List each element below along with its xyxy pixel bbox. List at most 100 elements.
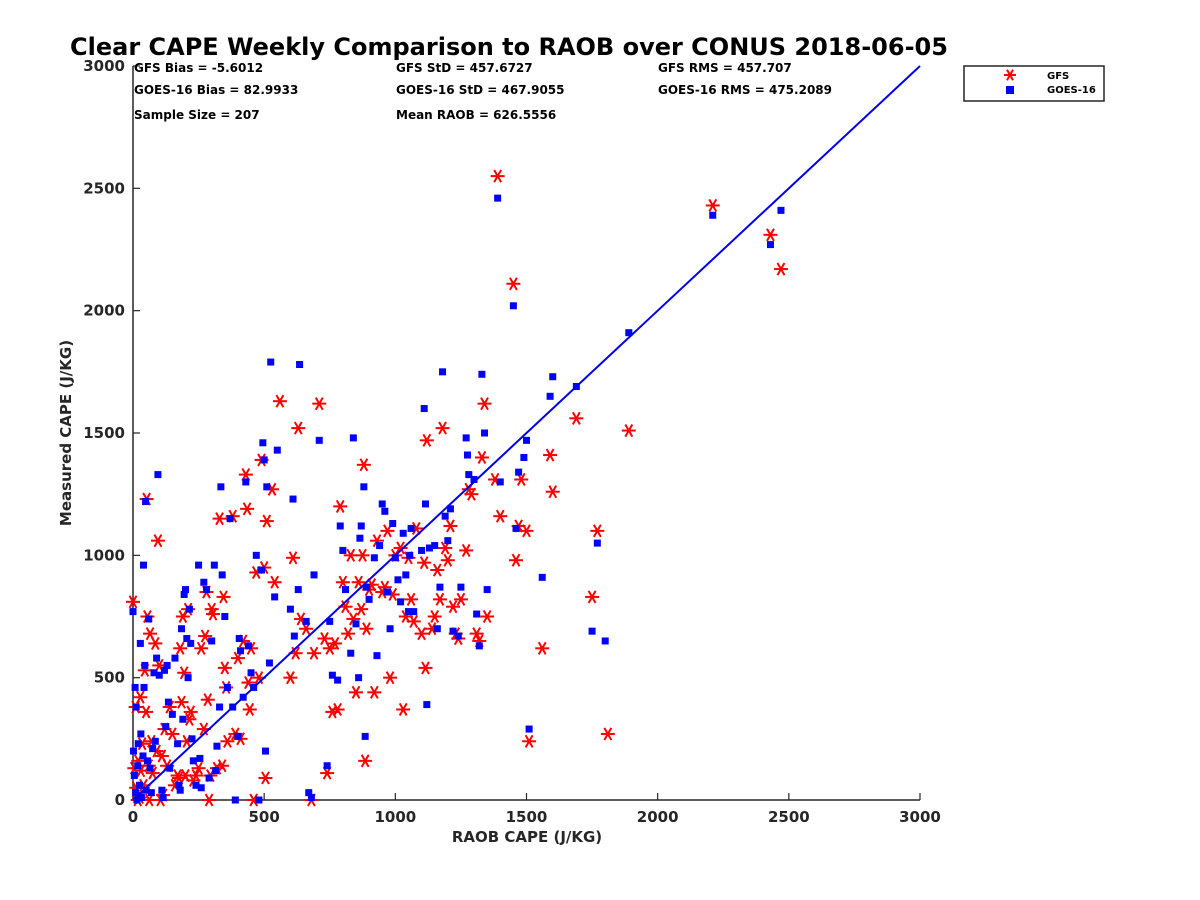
goes-16-point [212, 767, 220, 775]
gfs-point [354, 602, 369, 616]
goes-16-point [221, 613, 229, 620]
gfs-point [291, 421, 306, 435]
stat-gfs-rms: GFS RMS = 457.707 [658, 61, 792, 75]
gfs-point [490, 169, 505, 183]
goes-16-point [163, 661, 171, 669]
goes-16-point [137, 794, 145, 802]
goes-16-point [213, 742, 221, 750]
goes-16-point [625, 329, 633, 337]
stats-annotations: GFS Bias = -5.6012 GFS StD = 457.6727 GF… [134, 61, 832, 122]
gfs-point [348, 685, 363, 699]
goes-16-point [357, 522, 365, 530]
stat-gfs-bias: GFS Bias = -5.6012 [134, 61, 263, 75]
stat-goes-bias: GOES-16 Bias = 82.9933 [134, 83, 298, 97]
goes-16-point [439, 368, 447, 376]
stat-goes-std: GOES-16 StD = 467.9055 [396, 83, 565, 97]
goes-16-point [302, 617, 310, 625]
goes-16-point [433, 625, 441, 633]
legend-gfs-label: GFS [1047, 71, 1069, 82]
x-axis-label: RAOB CAPE (J/KG) [452, 828, 602, 846]
goes-16-point [146, 764, 154, 772]
y-tick-label: 3000 [83, 57, 125, 75]
goes-16-point [305, 789, 313, 797]
goes-16-point [263, 483, 271, 491]
gfs-point [773, 262, 788, 276]
gfs-point [414, 627, 429, 641]
goes-16-point [356, 534, 364, 542]
goes-16-point [449, 627, 457, 635]
goes-16-point [463, 451, 471, 459]
goes-16-point [361, 732, 369, 740]
goes-16-point [237, 647, 245, 655]
goes-16-point [142, 786, 150, 794]
goes-16-point [166, 764, 174, 772]
goes-16-point [777, 206, 785, 214]
goes-16-point [149, 745, 157, 753]
goes-16-point [205, 774, 213, 782]
gfs-point [418, 661, 433, 675]
gfs-point [240, 502, 255, 516]
gfs-point [430, 563, 445, 577]
goes-16-point [231, 796, 239, 804]
goes-16-point [509, 302, 517, 310]
goes-16-point [244, 642, 252, 650]
y-tick-label: 0 [115, 791, 125, 809]
goes-16-point [341, 586, 349, 594]
gfs-point [535, 641, 550, 655]
gfs-point [443, 519, 458, 533]
x-tick-label: 2000 [637, 808, 679, 826]
gfs-point [545, 485, 560, 499]
gfs-point [183, 705, 198, 719]
gfs-point [330, 702, 345, 717]
gfs-point [143, 627, 158, 641]
goes-16-point [271, 593, 279, 601]
gfs-point [396, 702, 411, 717]
gfs-point [341, 627, 356, 641]
goes-16-point [259, 439, 267, 447]
goes-16-point [142, 498, 150, 506]
legend: GFS GOES-16 [963, 65, 1105, 102]
gfs-point [427, 609, 442, 624]
goes-16-point [407, 524, 415, 532]
goes-16-point [418, 546, 426, 554]
gfs-point [200, 693, 215, 707]
goes-16-point [183, 635, 191, 643]
goes-16-point [349, 434, 357, 442]
goes-16-point [197, 784, 205, 792]
gfs-point [474, 450, 489, 465]
y-tick-label: 500 [94, 669, 125, 687]
goes-16-point [202, 586, 210, 594]
goes-16-point [481, 429, 489, 437]
goes-16-point [132, 789, 140, 797]
gfs-point [356, 458, 371, 472]
y-tick-label: 1500 [83, 424, 125, 442]
goes-16-point [210, 561, 218, 569]
goes-16-point [130, 772, 138, 780]
goes-16-point [378, 500, 386, 508]
goes-16-point [373, 652, 381, 660]
gfs-point [621, 423, 636, 438]
goes-16-point [218, 571, 226, 579]
goes-16-point [360, 483, 368, 491]
goes-16-point [187, 639, 195, 647]
goes-16-point [399, 529, 407, 537]
goes-16-point [147, 789, 155, 797]
gfs-point [267, 575, 282, 589]
goes-16-point [709, 211, 717, 219]
goes-16-point [168, 710, 176, 718]
goes-16-point [383, 588, 391, 596]
goes-16-point [286, 605, 294, 613]
gfs-point [705, 198, 720, 213]
gfs-point [469, 627, 484, 641]
goes-16-point [131, 683, 139, 691]
goes-16-point [289, 495, 297, 503]
goes-16-point [158, 786, 166, 794]
goes-16-point [258, 566, 266, 574]
gfs-point [188, 768, 203, 783]
gfs-point [307, 646, 322, 660]
x-tick-label: 1500 [506, 808, 548, 826]
gfs-point [333, 499, 348, 513]
gfs-point [367, 685, 382, 699]
goes-16-point [175, 781, 183, 789]
goes-16-point [339, 546, 347, 554]
